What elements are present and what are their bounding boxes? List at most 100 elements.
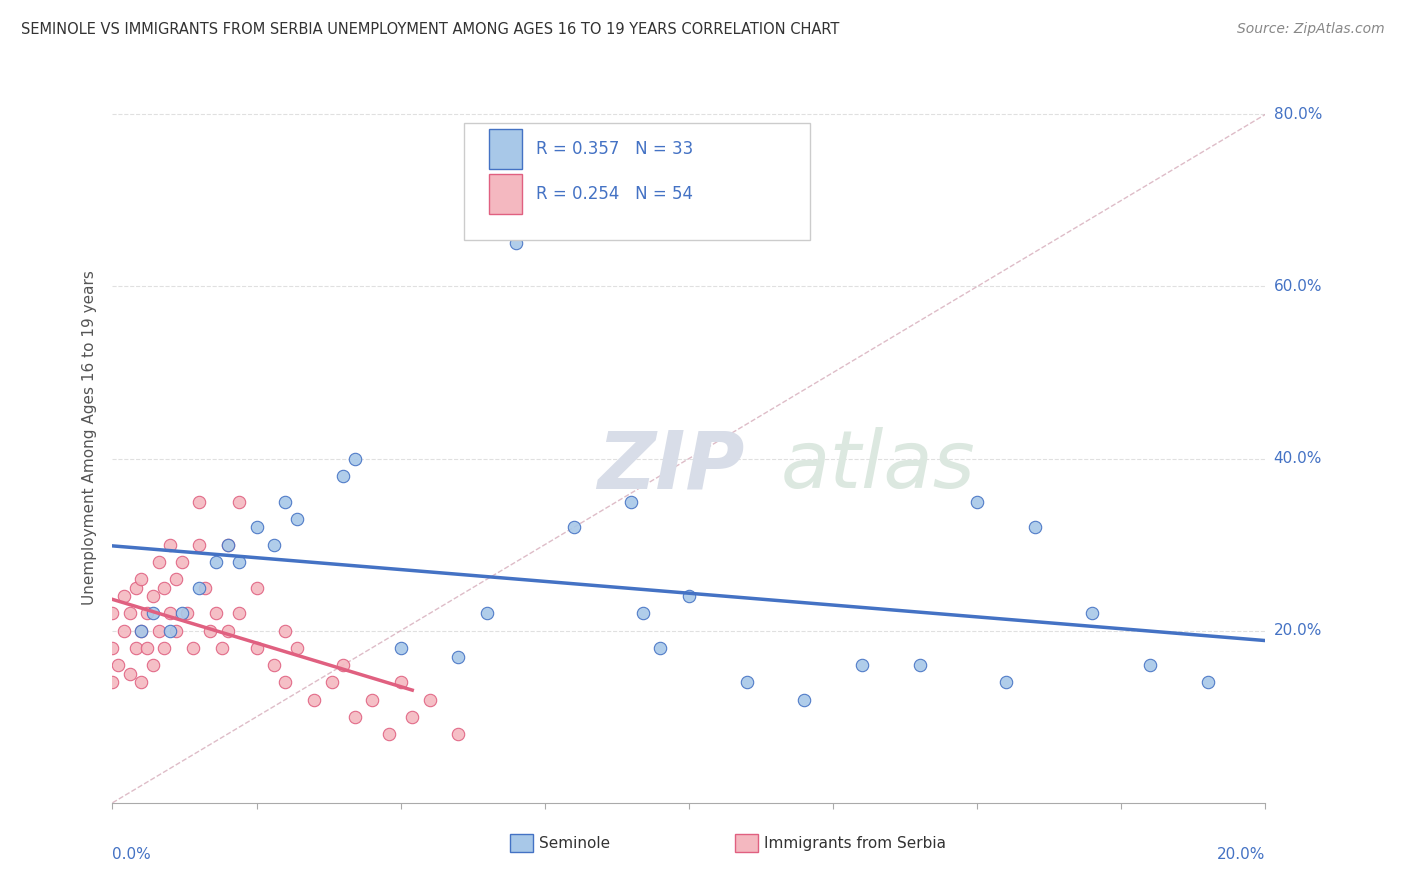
- FancyBboxPatch shape: [464, 122, 810, 240]
- Point: [194, 581, 217, 595]
- Point: [101, 640, 124, 655]
- Text: R = 0.357   N = 33: R = 0.357 N = 33: [536, 140, 693, 158]
- Point: [285, 640, 308, 655]
- Point: [118, 607, 141, 621]
- Point: [274, 675, 297, 690]
- Point: [170, 555, 193, 569]
- Point: [181, 640, 204, 655]
- Bar: [489, 174, 522, 214]
- Point: [447, 649, 470, 664]
- Text: 0.0%: 0.0%: [112, 847, 152, 862]
- Point: [129, 572, 153, 586]
- Point: [321, 675, 343, 690]
- Point: [246, 640, 269, 655]
- Text: Seminole: Seminole: [538, 836, 610, 851]
- Point: [205, 607, 228, 621]
- Point: [1081, 607, 1104, 621]
- Point: [101, 675, 124, 690]
- Point: [1197, 675, 1219, 690]
- Point: [165, 624, 187, 638]
- Point: [188, 581, 211, 595]
- Point: [332, 658, 354, 673]
- Bar: [735, 833, 758, 852]
- Point: [851, 658, 873, 673]
- Point: [205, 555, 228, 569]
- Text: 80.0%: 80.0%: [1274, 107, 1322, 122]
- Point: [211, 640, 233, 655]
- Point: [343, 710, 366, 724]
- Text: Source: ZipAtlas.com: Source: ZipAtlas.com: [1237, 22, 1385, 37]
- Point: [360, 692, 382, 706]
- Point: [159, 624, 181, 638]
- Point: [475, 607, 499, 621]
- Point: [650, 640, 672, 655]
- Point: [129, 675, 153, 690]
- Text: ZIP: ZIP: [596, 427, 744, 506]
- Point: [124, 640, 146, 655]
- Bar: [510, 833, 533, 852]
- Bar: [489, 128, 522, 169]
- Point: [793, 692, 815, 706]
- Point: [620, 494, 643, 508]
- Point: [505, 236, 527, 251]
- Y-axis label: Unemployment Among Ages 16 to 19 years: Unemployment Among Ages 16 to 19 years: [82, 269, 97, 605]
- Point: [966, 494, 988, 508]
- Point: [678, 589, 700, 603]
- Point: [217, 538, 239, 552]
- Point: [153, 581, 176, 595]
- Point: [101, 607, 124, 621]
- Point: [124, 581, 146, 595]
- Point: [142, 589, 165, 603]
- Point: [332, 468, 354, 483]
- Point: [1024, 520, 1046, 534]
- Point: [118, 666, 141, 681]
- Point: [263, 658, 285, 673]
- Point: [419, 692, 441, 706]
- Point: [378, 727, 401, 741]
- Text: SEMINOLE VS IMMIGRANTS FROM SERBIA UNEMPLOYMENT AMONG AGES 16 TO 19 YEARS CORREL: SEMINOLE VS IMMIGRANTS FROM SERBIA UNEMP…: [21, 22, 839, 37]
- Point: [389, 640, 412, 655]
- Point: [246, 581, 269, 595]
- Point: [112, 589, 135, 603]
- Point: [908, 658, 931, 673]
- Point: [148, 624, 170, 638]
- Point: [274, 624, 297, 638]
- Point: [142, 658, 165, 673]
- Point: [170, 607, 193, 621]
- Point: [228, 555, 250, 569]
- Point: [995, 675, 1018, 690]
- Point: [188, 494, 211, 508]
- Point: [217, 538, 239, 552]
- Text: atlas: atlas: [782, 427, 976, 506]
- Point: [129, 624, 153, 638]
- Point: [217, 624, 239, 638]
- Point: [389, 675, 412, 690]
- Point: [562, 520, 585, 534]
- Text: Immigrants from Serbia: Immigrants from Serbia: [763, 836, 946, 851]
- Point: [285, 512, 308, 526]
- Point: [159, 607, 181, 621]
- Point: [246, 520, 269, 534]
- Point: [631, 607, 654, 621]
- Point: [228, 607, 250, 621]
- Point: [304, 692, 326, 706]
- Point: [153, 640, 176, 655]
- Point: [148, 555, 170, 569]
- Point: [263, 538, 285, 552]
- Point: [112, 624, 135, 638]
- Point: [401, 710, 423, 724]
- Text: 20.0%: 20.0%: [1274, 624, 1322, 638]
- Point: [735, 675, 758, 690]
- Point: [142, 607, 165, 621]
- Point: [165, 572, 187, 586]
- Text: R = 0.254   N = 54: R = 0.254 N = 54: [536, 185, 693, 202]
- Point: [107, 658, 129, 673]
- Point: [136, 640, 159, 655]
- Point: [1139, 658, 1161, 673]
- Text: 60.0%: 60.0%: [1274, 279, 1322, 294]
- Text: 40.0%: 40.0%: [1274, 451, 1322, 467]
- Point: [159, 538, 181, 552]
- Point: [129, 624, 153, 638]
- Point: [176, 607, 198, 621]
- Point: [228, 494, 250, 508]
